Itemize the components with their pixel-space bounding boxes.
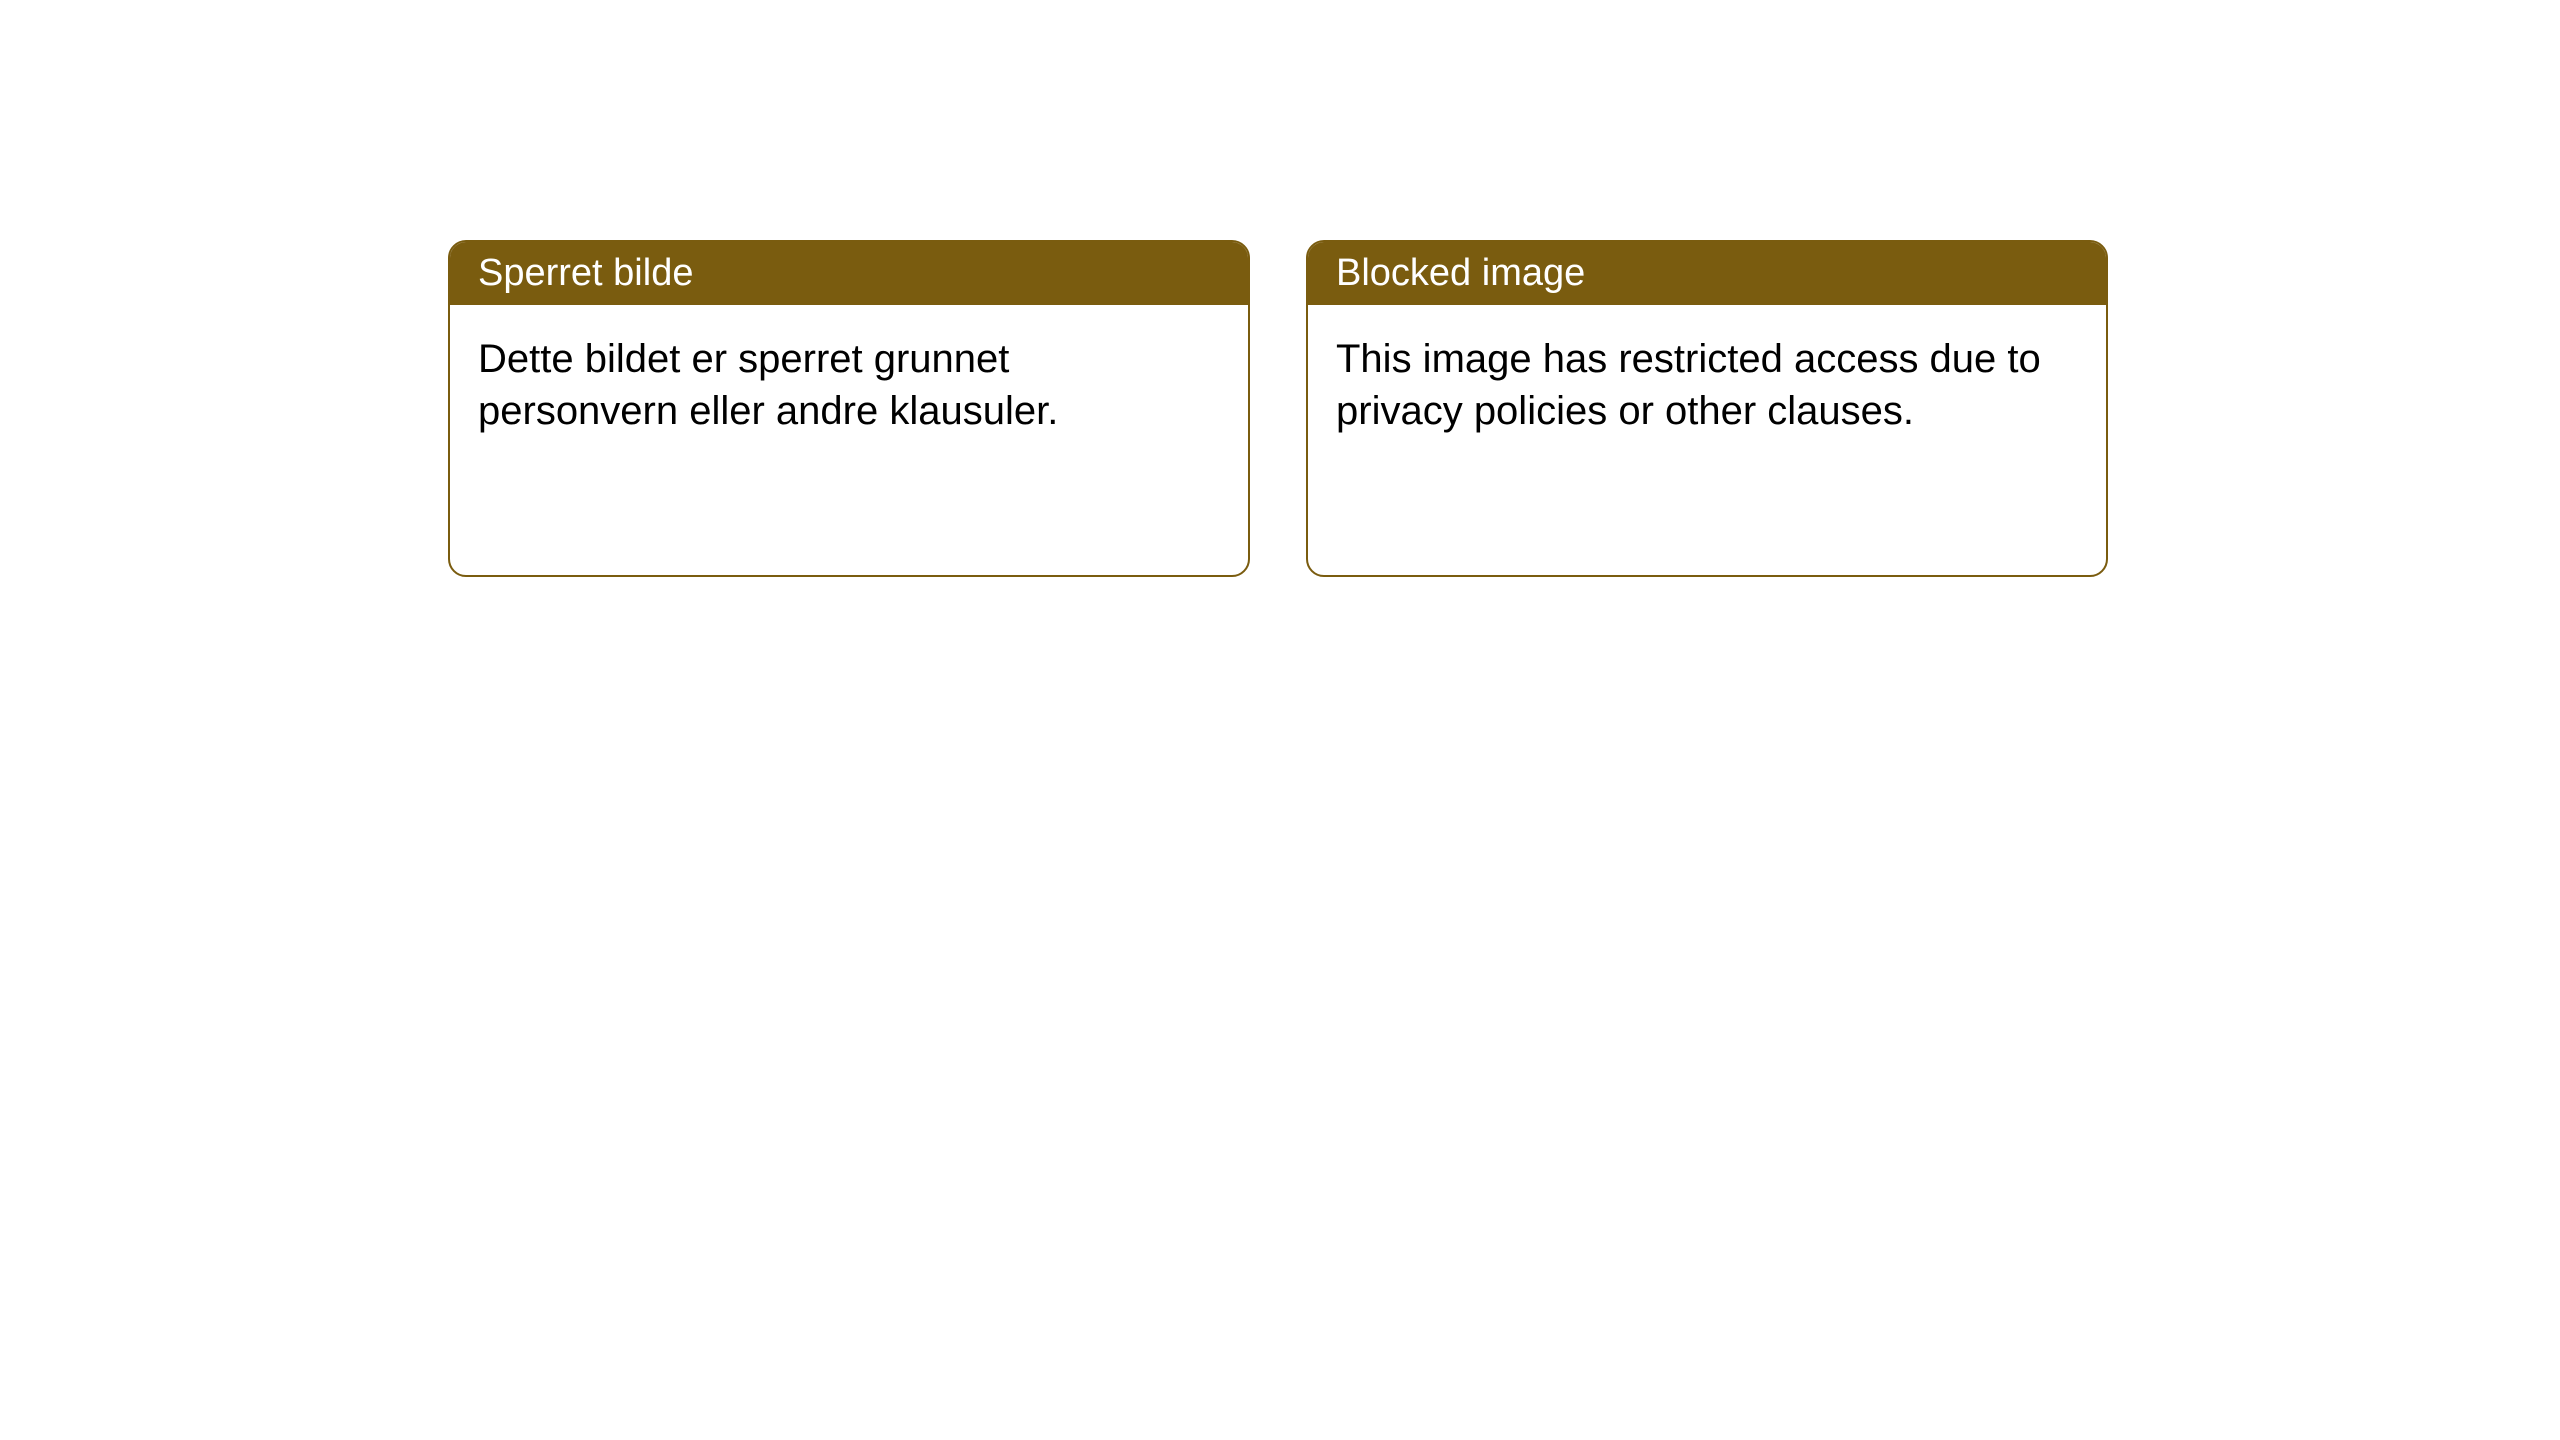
notices-container: Sperret bilde Dette bildet er sperret gr…	[0, 0, 2560, 577]
notice-body-text: This image has restricted access due to …	[1336, 337, 2041, 433]
notice-header: Blocked image	[1308, 242, 2106, 305]
notice-card-norwegian: Sperret bilde Dette bildet er sperret gr…	[448, 240, 1250, 577]
notice-body: Dette bildet er sperret grunnet personve…	[450, 305, 1248, 575]
notice-body-text: Dette bildet er sperret grunnet personve…	[478, 337, 1058, 433]
notice-body: This image has restricted access due to …	[1308, 305, 2106, 575]
notice-title: Sperret bilde	[478, 252, 693, 294]
notice-title: Blocked image	[1336, 252, 1585, 294]
notice-header: Sperret bilde	[450, 242, 1248, 305]
notice-card-english: Blocked image This image has restricted …	[1306, 240, 2108, 577]
